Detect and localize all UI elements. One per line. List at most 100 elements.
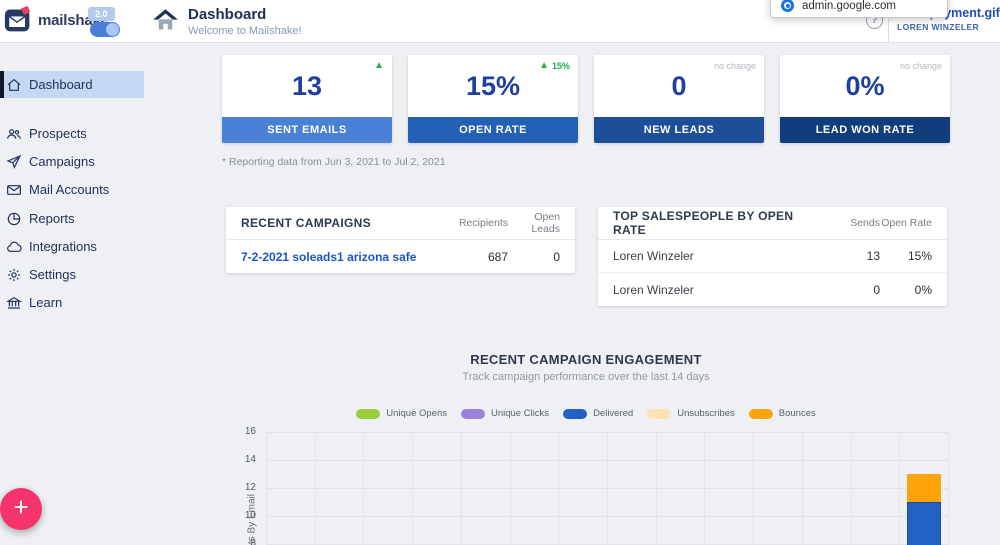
sidebar-item-label: Integrations — [29, 239, 97, 254]
bar-segment-delivered — [906, 502, 941, 545]
sidebar-item-settings[interactable]: Settings — [0, 261, 215, 288]
stat-label: OPEN RATE — [408, 117, 578, 143]
gridline — [753, 432, 754, 545]
mailshake-logo-icon[interactable] — [4, 6, 32, 34]
y-tick-label: 10 — [244, 510, 256, 521]
legend-item-bounces[interactable]: Bounces — [748, 408, 816, 419]
recent-campaigns-header: RECENT CAMPAIGNS Recipients Open Leads — [226, 207, 575, 240]
gridline — [266, 432, 267, 545]
stats-row: 13 ▲ SENT EMAILS 15% ▲ 15% OPEN RATE 0 no change… — [222, 55, 950, 143]
legend-item-unsubscribes[interactable]: Unsubscribes — [647, 408, 735, 419]
bar-segment-bounces — [906, 474, 941, 502]
row-name: Loren Winzeler — [613, 249, 694, 263]
legend-label: Unique Opens — [386, 408, 447, 419]
gridline — [461, 432, 462, 545]
reporting-note: * Reporting data from Jun 3, 2021 to Jul… — [222, 156, 446, 168]
sidebar-item-integrations[interactable]: Integrations — [0, 233, 215, 260]
gridline — [704, 432, 705, 545]
row-value: 687 — [487, 249, 508, 264]
header-divider — [888, 0, 889, 43]
legend-label: Bounces — [778, 408, 816, 419]
gridline — [851, 432, 852, 545]
chart-subtitle: Track campaign performance over the last… — [462, 371, 710, 383]
sidebar-item-mail-accounts[interactable]: Mail Accounts — [0, 176, 215, 203]
legend-label: Delivered — [593, 408, 634, 419]
stat-card-sent-emails[interactable]: 13 ▲ SENT EMAILS — [222, 55, 392, 143]
gridline — [510, 432, 511, 545]
recent-campaigns-card: RECENT CAMPAIGNS Recipients Open Leads 7… — [226, 207, 575, 273]
stat-body: 0% no change — [780, 55, 950, 117]
gridline — [656, 432, 657, 545]
stat-change: no change — [714, 61, 756, 71]
legend-item-delivered[interactable]: Delivered — [563, 408, 633, 419]
dashboard-house-icon — [153, 9, 178, 30]
sidebar-item-dashboard[interactable]: Dashboard — [0, 71, 144, 98]
row-value: 0 — [553, 249, 560, 264]
y-tick-label: 8 — [250, 538, 256, 545]
stat-body: 0 no change — [594, 55, 764, 117]
sidebar-item-campaigns[interactable]: Campaigns — [0, 148, 215, 175]
domain-popup: admin.google.com — [770, 0, 948, 18]
change-text: 15% — [551, 61, 570, 71]
cloud-icon — [6, 239, 22, 255]
stat-card-lead-won-rate[interactable]: 0% no change LEAD WON RATE — [780, 55, 950, 143]
legend-label: Unsubscribes — [677, 408, 735, 419]
active-indicator — [0, 71, 4, 98]
account-user: LOREN WINZELER — [897, 22, 980, 32]
page-title: Dashboard — [188, 6, 267, 23]
column-header-recipients: Recipients — [458, 217, 508, 229]
envelope-icon — [6, 182, 22, 198]
domain-popup-label: admin.google.com — [802, 0, 896, 12]
up-triangle-icon: ▲ — [539, 60, 549, 71]
gridline — [607, 432, 608, 545]
page-subtitle: Welcome to Mailshake! — [188, 25, 302, 37]
table-row[interactable]: 7-2-2021 soleads1 arizona safe 687 0 — [226, 240, 575, 273]
version-toggle[interactable] — [90, 22, 120, 37]
top-salespeople-header: TOP SALESPEOPLE BY OPEN RATE Sends Open … — [598, 207, 947, 240]
legend-item-unique-opens[interactable]: Unique Opens — [356, 408, 447, 419]
stat-value: 15% — [465, 70, 521, 101]
sidebar-item-prospects[interactable]: Prospects — [0, 120, 215, 147]
chart-title: RECENT CAMPAIGN ENGAGEMENT — [470, 352, 702, 367]
gridline — [558, 432, 559, 545]
up-triangle-icon: ▲ — [374, 60, 384, 71]
legend-swatch — [460, 408, 485, 419]
bank-icon — [6, 295, 22, 311]
chart-legend: Unique Opens Unique Clicks Delivered Unsubs… — [222, 408, 950, 419]
pie-chart-icon — [6, 211, 22, 227]
gridline — [363, 432, 364, 545]
stat-body: 13 ▲ — [222, 55, 392, 117]
gear-icon — [6, 267, 22, 283]
stat-change: no change — [900, 61, 942, 71]
legend-label: Unique Clicks — [490, 408, 550, 419]
legend-swatch — [356, 408, 381, 419]
stat-card-new-leads[interactable]: 0 no change NEW LEADS — [594, 55, 764, 143]
change-text: no change — [713, 61, 756, 71]
sidebar-item-reports[interactable]: Reports — [0, 205, 215, 232]
table-row: Loren Winzeler 0 0% — [598, 273, 947, 306]
y-tick-label: 12 — [244, 482, 256, 493]
gridline — [802, 432, 803, 545]
top-salespeople-title: TOP SALESPEOPLE BY OPEN RATE — [613, 209, 794, 237]
sidebar-item-label: Dashboard — [29, 77, 93, 92]
version-badge: 2.0 — [88, 7, 115, 21]
sidebar-item-label: Mail Accounts — [29, 182, 110, 197]
gridline — [315, 432, 316, 545]
stat-card-open-rate[interactable]: 15% ▲ 15% OPEN RATE — [408, 55, 578, 143]
campaign-link[interactable]: 7-2-2021 soleads1 arizona safe — [241, 249, 417, 264]
change-text: no change — [899, 61, 942, 71]
users-icon — [6, 126, 22, 142]
legend-item-unique-clicks[interactable]: Unique Clicks — [460, 408, 550, 419]
toggle-knob — [106, 23, 119, 36]
house-icon — [6, 77, 22, 93]
domain-popup-item[interactable]: admin.google.com — [771, 0, 906, 17]
row-name: Loren Winzeler — [613, 282, 694, 297]
stat-label: SENT EMAILS — [222, 117, 392, 143]
table-row: Loren Winzeler 13 15% — [598, 240, 947, 273]
sidebar-item-label: Prospects — [29, 126, 87, 141]
sidebar-item-learn[interactable]: Learn — [0, 289, 215, 316]
stat-label: LEAD WON RATE — [780, 117, 950, 143]
gridline — [412, 432, 413, 545]
add-campaign-fab[interactable]: + — [0, 488, 42, 530]
